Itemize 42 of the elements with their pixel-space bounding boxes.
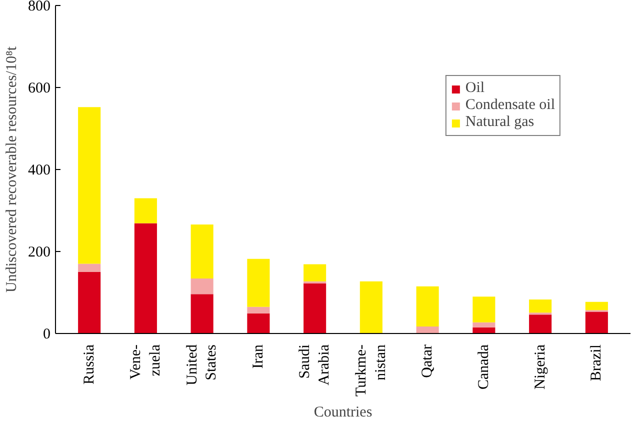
y-axis-title: Undiscovered recoverable resources/10⁸t [4,46,20,292]
x-tick-label: Russia [81,344,98,385]
legend-label: Condensate oil [465,97,555,114]
bar [134,198,157,224]
legend-label: Oil [465,80,486,97]
y-tick-label: 200 [28,244,50,260]
x-tick-label: Qatar [420,344,436,378]
x-tick-label: Turkme- nistan [354,344,389,396]
y-tick-label: 0 [43,326,50,342]
x-tick-label: Iran [250,344,266,369]
bar [247,313,270,334]
x-tick-label: United States [184,344,220,386]
x-tick-label: Brazil [588,344,605,382]
bar [190,224,214,279]
y-tick-label: 600 [28,80,50,96]
bar [472,296,496,322]
bar [585,302,608,310]
x-tick-label: Vene- zuela [128,344,164,380]
x-tick-label: Saudi Arabia [297,344,332,386]
bar [247,258,270,307]
bar [304,283,326,334]
bar [529,314,552,334]
bar [304,264,326,282]
y-tick-label: 400 [28,162,50,178]
bar [78,264,101,272]
x-tick-label: Canada [476,344,492,390]
x-tick-label: Nigeria [532,344,548,390]
bar [247,306,270,314]
bar [416,326,439,334]
bar [190,294,214,334]
bar [585,312,608,334]
bar [78,107,101,264]
legend-label: Natural gas [465,114,534,131]
bar [134,223,157,334]
y-tick-label: 800 [28,0,50,14]
bar [78,272,101,334]
bar [190,278,214,294]
bar [529,299,552,313]
bar [360,281,382,334]
bar [416,286,439,327]
bar [472,322,496,328]
x-axis-title: Countries [314,404,372,420]
